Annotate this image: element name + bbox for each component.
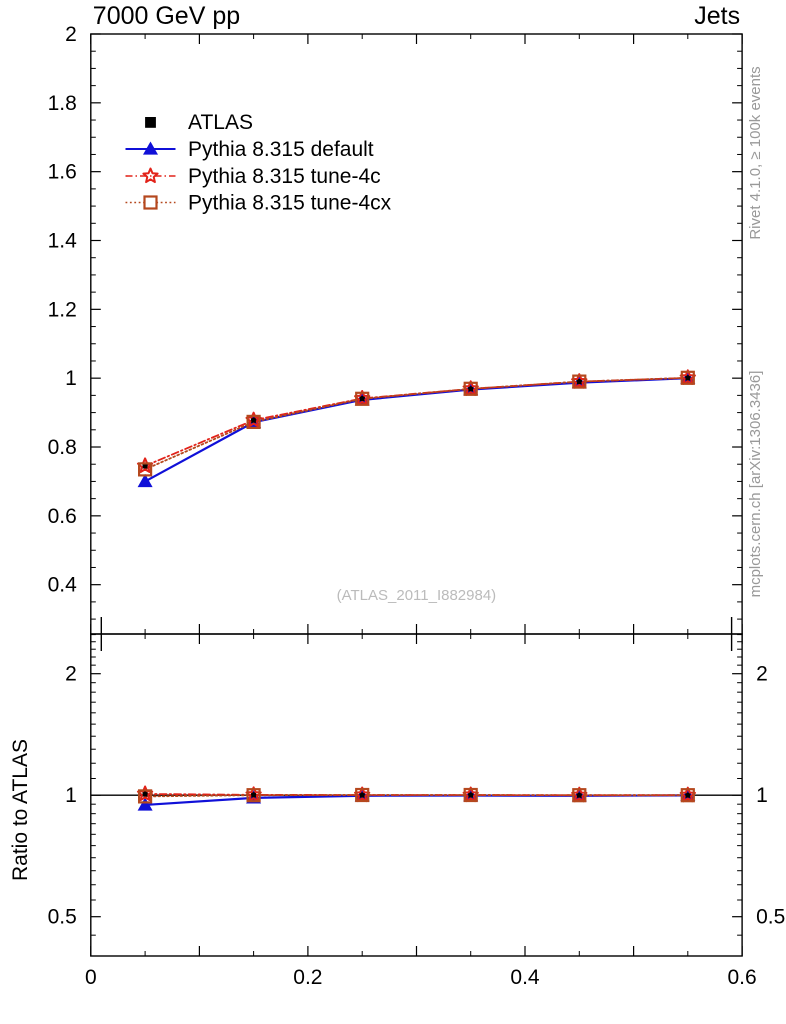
- svg-text:Pythia 8.315 tune-4c: Pythia 8.315 tune-4c: [188, 165, 381, 188]
- svg-text:1: 1: [756, 784, 768, 807]
- svg-text:0.5: 0.5: [48, 906, 77, 929]
- svg-text:Pythia 8.315 tune-4cx: Pythia 8.315 tune-4cx: [188, 192, 392, 215]
- svg-text:1.8: 1.8: [48, 92, 77, 115]
- svg-text:0.4: 0.4: [510, 966, 540, 989]
- svg-text:7000 GeV pp: 7000 GeV pp: [93, 2, 240, 30]
- svg-text:2: 2: [65, 663, 77, 686]
- svg-text:Rivet 4.1.0, ≥ 100k events: Rivet 4.1.0, ≥ 100k events: [747, 66, 764, 239]
- svg-text:1.2: 1.2: [48, 298, 77, 321]
- svg-text:Pythia 8.315 default: Pythia 8.315 default: [188, 138, 374, 161]
- svg-text:2: 2: [756, 663, 768, 686]
- svg-text:1: 1: [65, 784, 77, 807]
- svg-text:0.2: 0.2: [293, 966, 322, 989]
- svg-text:0: 0: [85, 966, 97, 989]
- svg-text:mcplots.cern.ch [arXiv:1306.34: mcplots.cern.ch [arXiv:1306.3436]: [747, 371, 764, 598]
- svg-text:Ratio to ATLAS: Ratio to ATLAS: [9, 739, 32, 881]
- svg-text:1: 1: [65, 367, 77, 390]
- svg-text:0.6: 0.6: [48, 505, 77, 528]
- svg-text:(ATLAS_2011_I882984): (ATLAS_2011_I882984): [337, 587, 497, 604]
- svg-text:0.4: 0.4: [48, 574, 78, 597]
- svg-text:1.4: 1.4: [48, 230, 78, 253]
- svg-text:2: 2: [65, 23, 77, 46]
- svg-text:0.6: 0.6: [727, 966, 756, 989]
- svg-text:ATLAS: ATLAS: [188, 111, 253, 134]
- svg-text:Jets: Jets: [694, 2, 740, 30]
- svg-text:0.5: 0.5: [756, 906, 785, 929]
- svg-text:0.8: 0.8: [48, 436, 77, 459]
- svg-text:1.6: 1.6: [48, 161, 77, 184]
